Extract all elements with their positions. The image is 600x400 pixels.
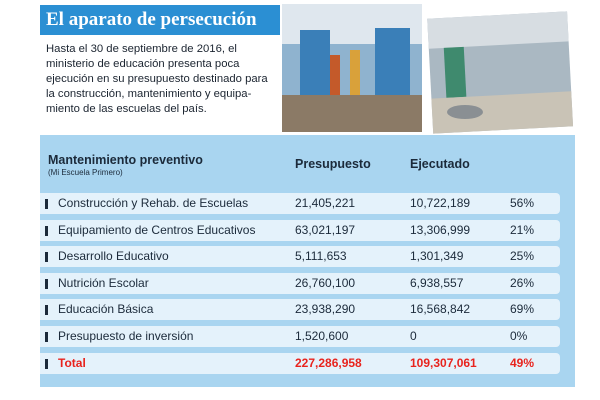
table-cell: 26,760,100 — [295, 275, 356, 290]
table-row: Nutrición Escolar 26,760,100 6,938,557 26% — [40, 272, 560, 294]
table-cell: 26% — [510, 275, 535, 290]
table-cell: Construcción y Rehab. de Escuelas — [58, 196, 249, 210]
table-row: Presupuesto de inversión 1,520,600 0 0% — [40, 326, 560, 347]
bullet — [45, 332, 48, 342]
table-row: Construcción y Rehab. de Escuelas 21,405,… — [40, 193, 560, 214]
text-line: ministerio de educación presenta poca — [46, 58, 240, 70]
table-title: Mantenimiento preventivo — [48, 153, 203, 167]
table-cell: 69% — [510, 302, 535, 317]
table-row: Educación Básica 23,938,290 16,568,842 69% — [40, 299, 560, 321]
table-cell: 21% — [510, 222, 535, 237]
table-cell: 1,520,600 — [295, 329, 349, 343]
table-cell: 1,301,349 — [410, 249, 464, 264]
table-row: Total 227,286,958 109,307,061 49% — [40, 352, 560, 374]
table-cell: 10,722,189 — [410, 196, 471, 210]
column-header: Presupuesto — [295, 157, 371, 171]
table-cell: 16,568,842 — [410, 302, 471, 317]
bullet — [45, 252, 48, 263]
table-cell: Desarrollo Educativo — [58, 249, 169, 264]
table-cell: 13,306,999 — [410, 222, 471, 237]
table-cell: Educación Básica — [58, 302, 154, 317]
table-cell: Total — [58, 355, 86, 370]
intro-text: Hasta el 30 de septiembre de 2016, el min… — [46, 42, 281, 117]
table-cell: 227,286,958 — [295, 355, 362, 370]
table-row: Equipamiento de Centros Educativos 63,021… — [40, 219, 560, 241]
text-line: la construcción, mantenimiento y equipa- — [46, 88, 252, 100]
title: El aparato de persecución — [40, 5, 280, 35]
table-cell: 63,021,197 — [295, 222, 356, 237]
table-cell: 25% — [510, 249, 535, 264]
text-line: ejecución en su presupuesto destinado pa… — [46, 73, 268, 85]
table-cell: Nutrición Escolar — [58, 275, 149, 290]
table-subtitle: (Mi Escuela Primero) — [48, 168, 123, 177]
text-line: miento de las escuelas del país. — [46, 103, 207, 115]
table-row: Desarrollo Educativo 5,111,653 1,301,349 25… — [40, 246, 560, 268]
table-cell: 56% — [510, 196, 535, 210]
table-cell: Presupuesto de inversión — [58, 329, 194, 343]
table-cell: 21,405,221 — [295, 196, 356, 210]
table-cell: 109,307,061 — [410, 355, 477, 370]
bullet — [45, 305, 48, 316]
bullet — [45, 358, 48, 369]
table-cell: 49% — [510, 355, 535, 370]
table-cell: 5,111,653 — [295, 249, 347, 264]
text-line: Hasta el 30 de septiembre de 2016, el — [46, 43, 237, 55]
table-cell: Equipamiento de Centros Educativos — [58, 222, 256, 237]
photos — [282, 4, 579, 136]
table: Mantenimiento preventivo (Mi Escuela Pri… — [40, 135, 575, 387]
table-cell: 23,938,290 — [295, 302, 356, 317]
table-cell: 0% — [510, 329, 528, 343]
table-cell: 0 — [410, 329, 417, 343]
bullet — [45, 225, 48, 236]
table-cell: 6,938,557 — [410, 275, 464, 290]
column-header: Ejecutado — [410, 157, 470, 171]
bullet — [45, 278, 48, 289]
bullet — [45, 199, 48, 209]
